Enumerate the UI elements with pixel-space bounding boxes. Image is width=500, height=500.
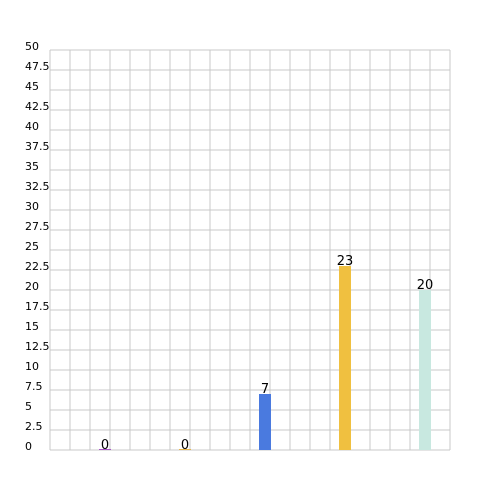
y-tick-label: 7.5: [25, 380, 43, 393]
bar: [179, 449, 191, 450]
bar: [259, 394, 271, 450]
y-tick-label: 40: [25, 120, 39, 133]
bar-value-label: 0: [101, 438, 109, 453]
bar: [419, 290, 431, 450]
y-tick-label: 35: [25, 160, 39, 173]
bar-value-label: 23: [337, 254, 354, 269]
y-tick-label: 20: [25, 280, 39, 293]
y-tick-label: 30: [25, 200, 39, 213]
grid: [49, 49, 451, 451]
y-tick-label: 15: [25, 320, 39, 333]
y-tick-label: 42.5: [25, 100, 50, 113]
bar: [99, 449, 111, 450]
y-tick-label: 5: [25, 400, 32, 413]
bar-value-label: 7: [261, 382, 269, 397]
bars: [99, 266, 431, 450]
y-tick-label: 17.5: [25, 300, 50, 313]
bar-value-label: 20: [417, 278, 434, 293]
y-tick-label: 37.5: [25, 140, 50, 153]
bar: [339, 266, 351, 450]
y-tick-label: 50: [25, 40, 39, 53]
y-axis-ticks: 0 2.5 5 7.5 10 12.5 15 17.5 20 22.5 25 27.5 30 32.5 35…: [25, 40, 50, 453]
data-labels: 0 0 7 23 20: [101, 254, 433, 453]
y-tick-label: 12.5: [25, 340, 50, 353]
y-tick-label: 2.5: [25, 420, 43, 433]
y-tick-label: 45: [25, 80, 39, 93]
y-tick-label: 32.5: [25, 180, 50, 193]
y-tick-label: 47.5: [25, 60, 50, 73]
y-tick-label: 0: [25, 440, 32, 453]
y-tick-label: 25: [25, 240, 39, 253]
y-tick-label: 10: [25, 360, 39, 373]
bar-value-label: 0: [181, 438, 189, 453]
y-tick-label: 27.5: [25, 220, 50, 233]
y-tick-label: 22.5: [25, 260, 50, 273]
